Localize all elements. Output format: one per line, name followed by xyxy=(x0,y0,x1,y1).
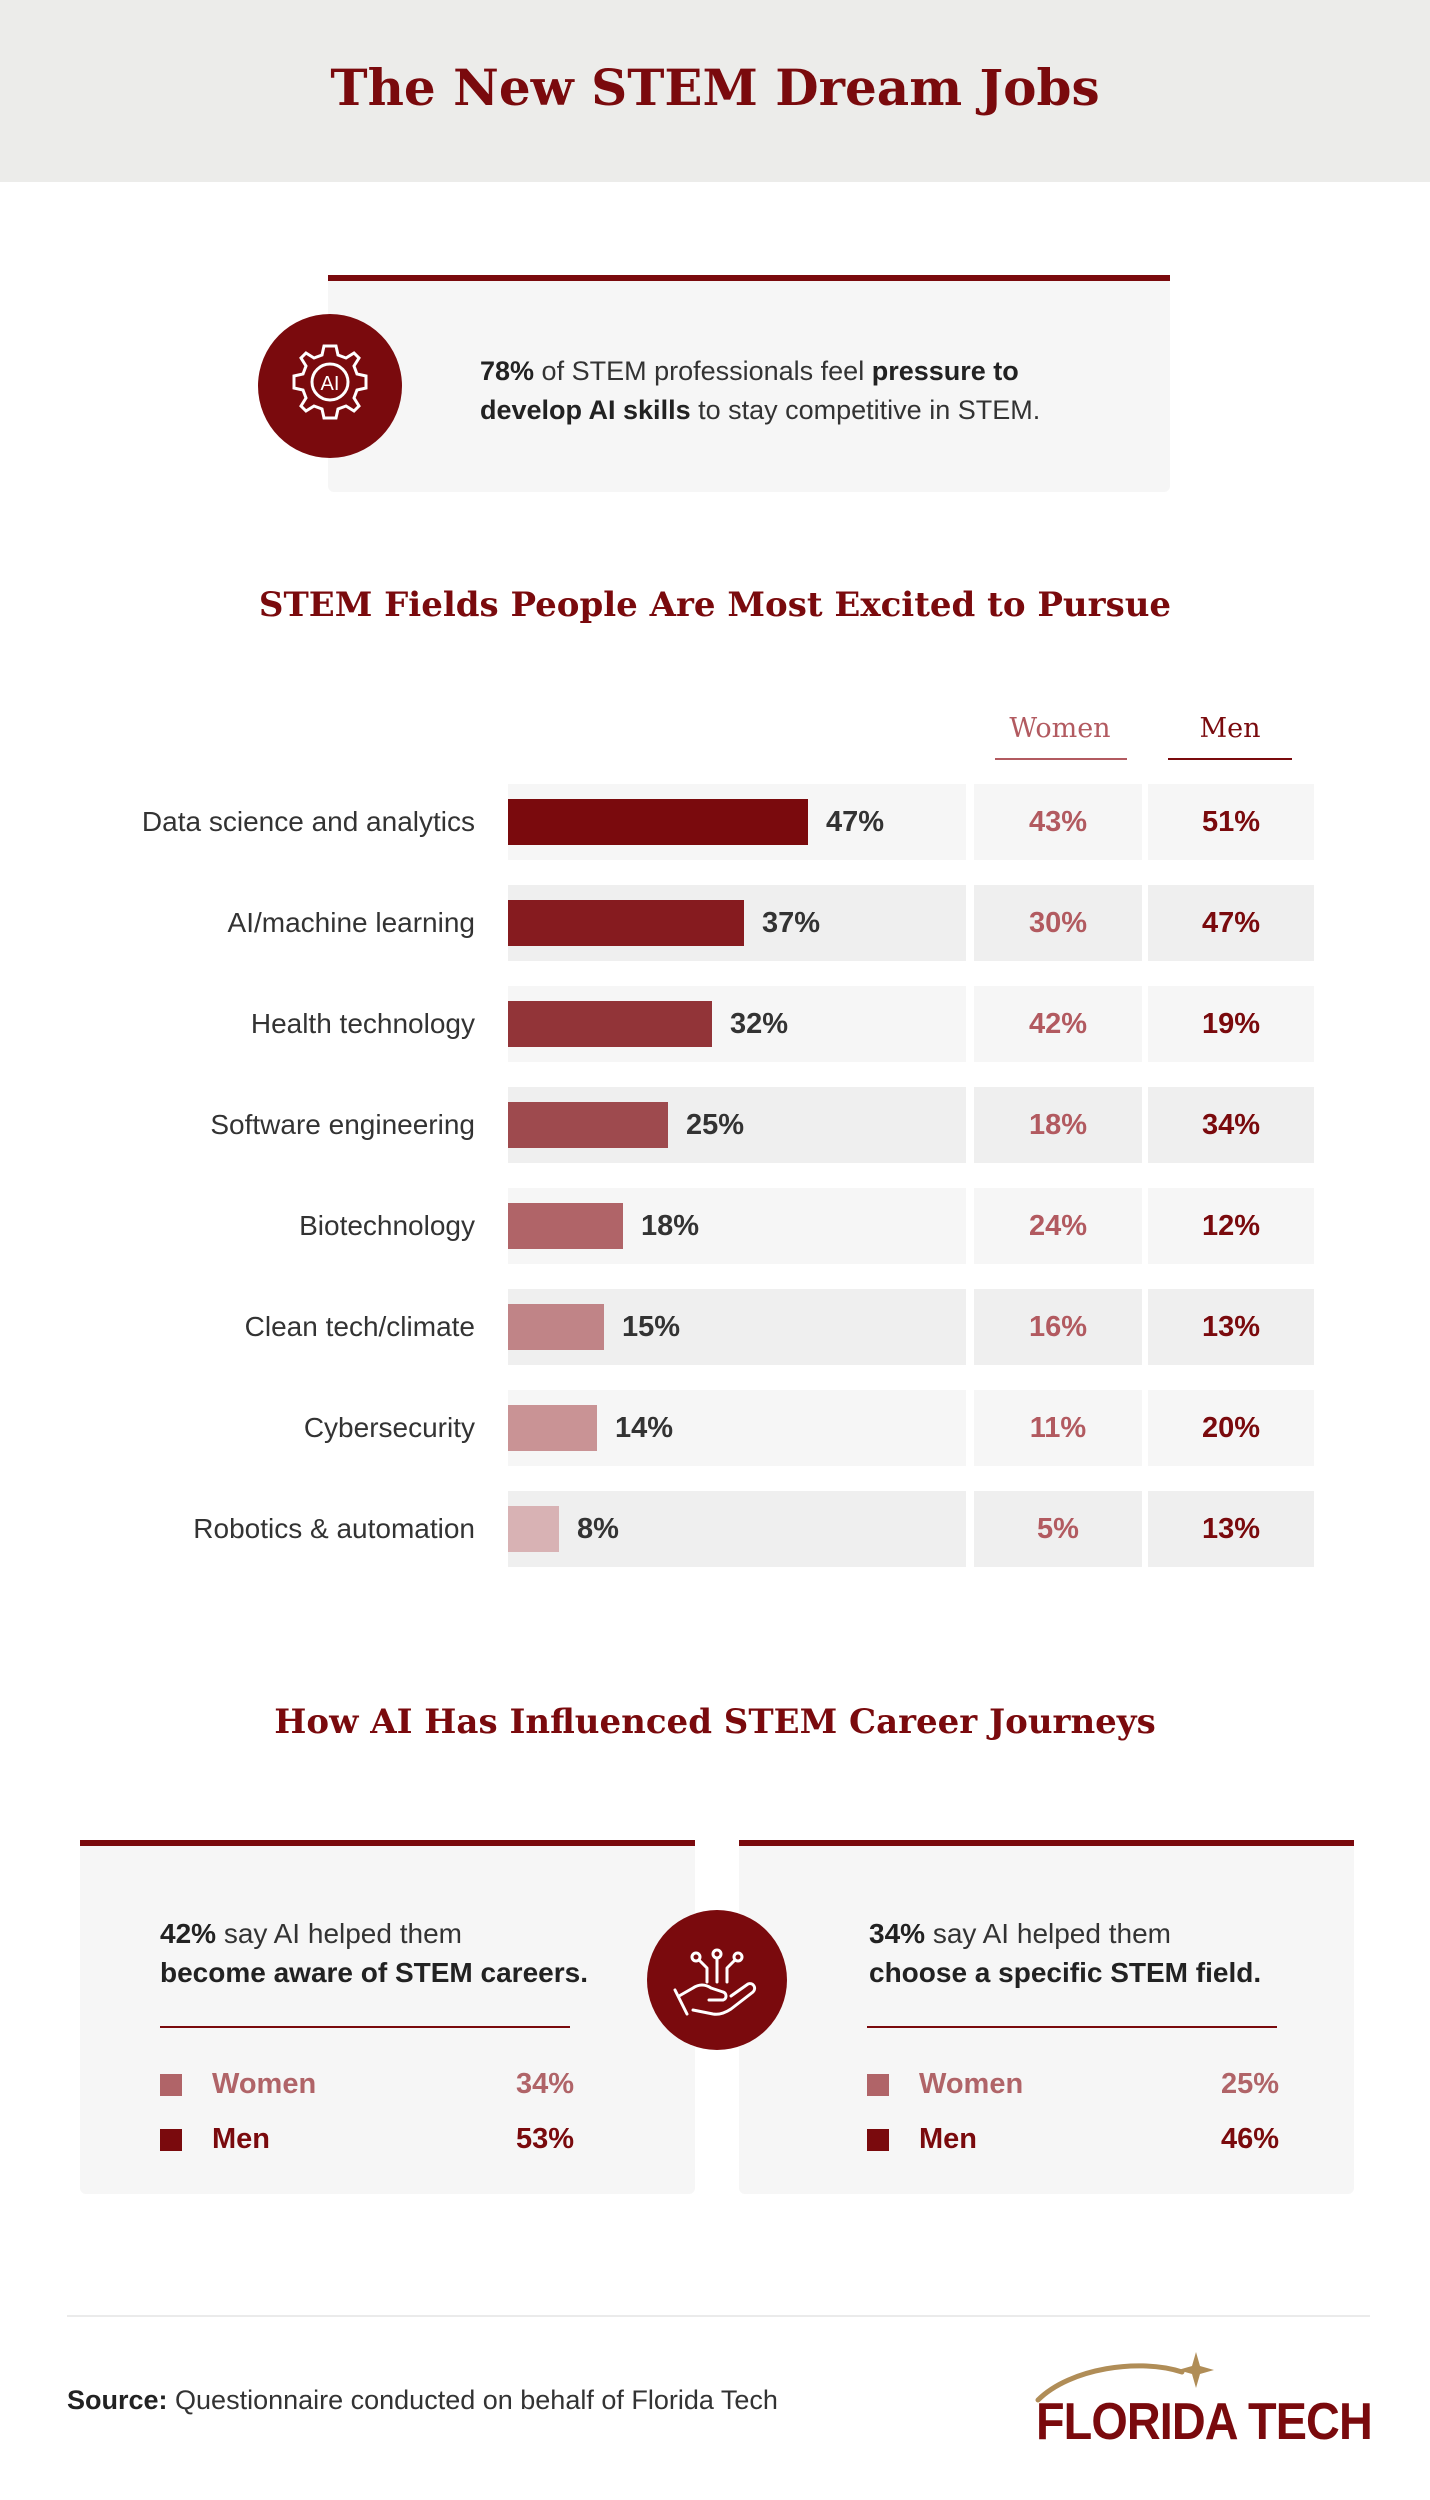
footer-divider xyxy=(67,2315,1370,2317)
men-legend-swatch xyxy=(867,2129,889,2151)
bar-value-label: 15% xyxy=(622,1311,681,1343)
women-value-cell: 30% xyxy=(974,885,1142,961)
row-label: Software engineering xyxy=(210,1109,475,1140)
stat-value: 78% xyxy=(480,356,535,386)
men-value-cell: 13% xyxy=(1148,1491,1314,1567)
ai-gear-icon: AI xyxy=(258,314,402,458)
women-value-cell: 16% xyxy=(974,1289,1142,1365)
bar-value-label: 37% xyxy=(762,907,821,939)
stat-card xyxy=(328,275,1170,492)
women-value-cell: 5% xyxy=(974,1491,1142,1567)
bar-value-label: 18% xyxy=(641,1210,700,1242)
bar-value-label: 14% xyxy=(615,1412,674,1444)
women-value: 34% xyxy=(515,2068,574,2100)
men-value: 46% xyxy=(1220,2123,1279,2155)
men-value-cell: 34% xyxy=(1148,1087,1314,1163)
bar xyxy=(508,1405,597,1451)
men-value-cell: 51% xyxy=(1148,784,1314,860)
men-value: 53% xyxy=(515,2123,574,2155)
ai-card-divider xyxy=(867,2026,1277,2028)
row-label: Data science and analytics xyxy=(141,806,475,837)
fields-section-title: STEM Fields People Are Most Excited to P… xyxy=(258,585,1172,625)
ai-card-bold: become aware of STEM careers. xyxy=(160,1957,588,1988)
men-value-cell: 12% xyxy=(1148,1188,1314,1264)
ai-card-awareness: 42% say AI helped them become aware of S… xyxy=(80,1840,695,2194)
ai-card-heading: 42% say AI helped them become aware of S… xyxy=(160,1914,650,1992)
women-value: 25% xyxy=(1220,2068,1279,2100)
svg-text:AI: AI xyxy=(321,373,340,395)
bar xyxy=(508,1506,559,1552)
men-label: Men xyxy=(919,2123,977,2155)
source-label: Source: xyxy=(67,2385,168,2415)
bar-row-background xyxy=(508,1491,966,1567)
women-value-cell: 11% xyxy=(974,1390,1142,1466)
stat-text-2: to stay competitive in STEM. xyxy=(690,395,1041,425)
bar xyxy=(508,1203,623,1249)
men-column-header: Men xyxy=(1199,713,1261,744)
ai-card-bold: choose a specific STEM field. xyxy=(869,1957,1262,1988)
stat-text: 78% of STEM professionals feel pressure … xyxy=(480,352,1100,430)
bar-value-label: 8% xyxy=(577,1513,619,1545)
bar-value-label: 32% xyxy=(730,1008,789,1040)
florida-tech-logo: FLORIDA TECH xyxy=(1036,2393,1373,2451)
row-label: Biotechnology xyxy=(299,1210,475,1241)
women-value-cell: 43% xyxy=(974,784,1142,860)
women-value-cell: 24% xyxy=(974,1188,1142,1264)
row-label: Health technology xyxy=(250,1008,475,1039)
source-text: Questionnaire conducted on behalf of Flo… xyxy=(167,2385,778,2415)
bar xyxy=(508,1001,712,1047)
ai-card-value: 42% xyxy=(160,1918,217,1949)
ai-card-text: say AI helped them xyxy=(216,1918,462,1949)
women-legend-swatch xyxy=(160,2074,182,2096)
women-column-rule xyxy=(995,758,1127,760)
women-label: Women xyxy=(212,2068,317,2100)
women-value-cell: 18% xyxy=(974,1087,1142,1163)
women-column-header: Women xyxy=(1009,713,1111,744)
source-note: Source: Questionnaire conducted on behal… xyxy=(67,2385,778,2416)
ai-card-choice: 34% say AI helped them choose a specific… xyxy=(739,1840,1354,2194)
ai-card-value: 34% xyxy=(869,1918,926,1949)
page-title: The New STEM Dream Jobs xyxy=(330,58,1100,117)
women-value-cell: 42% xyxy=(974,986,1142,1062)
row-label: Robotics & automation xyxy=(193,1513,475,1544)
bar xyxy=(508,1102,668,1148)
men-column-rule xyxy=(1168,758,1292,760)
men-value-cell: 13% xyxy=(1148,1289,1314,1365)
row-label: AI/machine learning xyxy=(227,907,475,938)
row-label: Clean tech/climate xyxy=(244,1311,475,1342)
ai-section-title: How AI Has Influenced STEM Career Journe… xyxy=(274,1702,1156,1742)
men-value-cell: 47% xyxy=(1148,885,1314,961)
bar xyxy=(508,1304,604,1350)
star-swoosh-icon xyxy=(1035,2352,1214,2403)
women-legend-swatch xyxy=(867,2074,889,2096)
bar-value-label: 47% xyxy=(826,806,885,838)
bar xyxy=(508,799,808,845)
men-value-cell: 20% xyxy=(1148,1390,1314,1466)
ai-card-text: say AI helped them xyxy=(925,1918,1171,1949)
header-banner: The New STEM Dream Jobs xyxy=(0,0,1430,182)
bar xyxy=(508,900,744,946)
women-label: Women xyxy=(919,2068,1024,2100)
row-label: Cybersecurity xyxy=(303,1412,475,1443)
men-value-cell: 19% xyxy=(1148,986,1314,1062)
hand-with-circuit-icon xyxy=(647,1910,787,2050)
men-label: Men xyxy=(212,2123,270,2155)
stat-bold: pressure to develop AI skills xyxy=(480,356,1019,425)
ai-card-heading: 34% say AI helped them choose a specific… xyxy=(869,1914,1359,1992)
men-legend-swatch xyxy=(160,2129,182,2151)
stat-text-1: of STEM professionals feel xyxy=(534,356,872,386)
ai-card-divider xyxy=(160,2026,570,2028)
bar-value-label: 25% xyxy=(686,1109,745,1141)
